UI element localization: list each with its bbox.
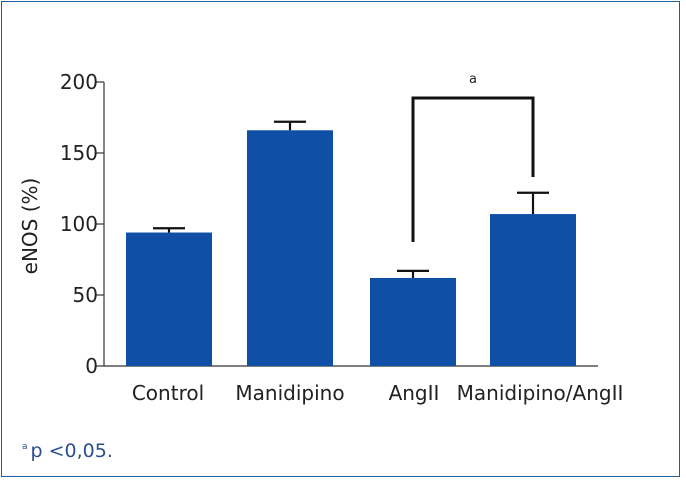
footnote-marker: a <box>22 442 28 452</box>
figure-frame <box>1 1 680 477</box>
y-axis-title: eNOS (%) <box>18 178 42 275</box>
significance-bracket-line <box>411 96 535 242</box>
y-tick-label-0: 0 <box>85 354 98 378</box>
bar-control <box>126 232 212 366</box>
significance-label: a <box>469 72 477 87</box>
footnote-text: p <0,05. <box>30 440 113 462</box>
category-label-manidipino-angii: Manidipino/AngII <box>457 381 624 405</box>
y-tick-label-150: 150 <box>60 141 98 165</box>
bar-manidipino <box>247 130 333 366</box>
x-category-labels: Control Manidipino AngII Manidipino/AngII <box>132 381 624 405</box>
bar-angii <box>370 277 456 366</box>
y-tick-labels: 0 50 100 150 200 <box>60 70 98 378</box>
y-tick-label-50: 50 <box>73 283 98 307</box>
bar-manidipino-angii <box>490 214 576 366</box>
bars <box>126 120 576 366</box>
category-label-control: Control <box>132 381 204 405</box>
y-tick-label-200: 200 <box>60 70 98 94</box>
category-label-angii: AngII <box>389 381 440 405</box>
category-label-manidipino: Manidipino <box>235 381 344 405</box>
y-tick-label-100: 100 <box>60 212 98 236</box>
significance-bracket: a <box>411 72 535 242</box>
